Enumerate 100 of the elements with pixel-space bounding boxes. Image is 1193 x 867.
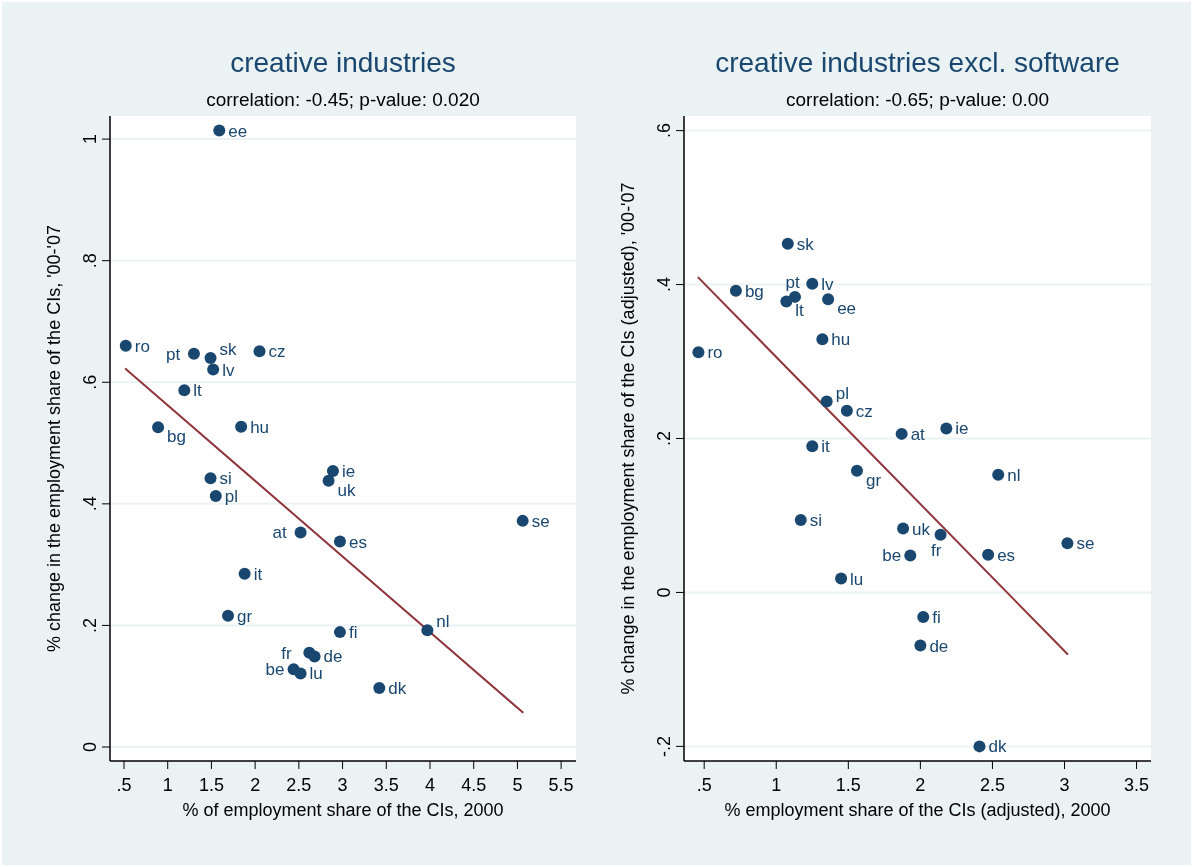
x-tick-label: 1.5	[198, 775, 224, 795]
x-tick-label: .5	[116, 775, 132, 795]
point	[794, 514, 807, 527]
point	[204, 351, 217, 364]
data-label: uk	[912, 519, 931, 539]
point	[895, 427, 908, 440]
point	[897, 522, 910, 535]
data-label: sk	[796, 234, 815, 254]
data-label: ie	[955, 419, 969, 439]
data-label: ro	[707, 343, 723, 363]
x-tick-label: 2.5	[286, 775, 312, 795]
y-tick-label: -.2	[654, 735, 674, 757]
x-tick-label: 3	[337, 775, 348, 795]
point	[780, 295, 793, 308]
y-axis-title: % change in the employment share of the CIs (adjusted), '00-'07	[618, 182, 638, 695]
data-label: si	[809, 511, 823, 531]
data-label: de	[929, 636, 949, 656]
data-label: pt	[165, 344, 181, 364]
data-label: it	[253, 564, 263, 584]
x-tick-label: 3	[1059, 775, 1070, 795]
y-tick-label: .2	[654, 430, 674, 447]
data-label: hu	[250, 417, 270, 437]
x-tick-label: 5.5	[548, 775, 574, 795]
chart-title: creative industries	[230, 47, 456, 78]
point	[692, 346, 705, 359]
point	[516, 514, 529, 527]
y-tick-label: .2	[80, 617, 100, 633]
point	[806, 277, 819, 290]
data-label: gr	[237, 606, 253, 626]
x-tick-label: 3.5	[1124, 775, 1150, 795]
data-label: fr	[281, 643, 293, 663]
data-label: si	[219, 469, 232, 489]
data-label: fr	[931, 540, 942, 560]
x-tick-label: .5	[696, 775, 712, 795]
x-tick-label: 1.5	[835, 775, 861, 795]
y-tick-label: .6	[654, 123, 674, 139]
point	[187, 347, 200, 360]
data-label: dk	[388, 679, 407, 699]
point	[213, 124, 226, 137]
data-label: fi	[348, 623, 358, 643]
point	[333, 535, 346, 548]
data-label: lu	[309, 664, 323, 684]
data-label: hu	[831, 330, 851, 350]
chart-subtitle: correlation: -0.45; p-value: 0.020	[206, 89, 480, 110]
y-tick-label: .6	[80, 374, 100, 390]
data-label: fi	[932, 608, 941, 628]
point	[209, 489, 222, 502]
data-label: ee	[228, 121, 248, 141]
point	[816, 333, 829, 346]
data-label: pt	[785, 272, 800, 292]
data-label: nl	[1007, 465, 1021, 485]
data-label: gr	[865, 470, 882, 490]
data-label: de	[323, 647, 343, 667]
point	[940, 422, 953, 435]
point	[850, 464, 863, 477]
x-tick-label: 4.5	[461, 775, 487, 795]
point	[152, 421, 165, 434]
y-axis-title: % change in the employment share of the CIs, '00-'07	[44, 224, 64, 653]
x-tick-label: 4	[424, 775, 435, 795]
point	[308, 650, 321, 663]
data-label: bg	[167, 427, 187, 447]
data-label: at	[910, 424, 926, 444]
point	[322, 474, 335, 487]
point	[840, 404, 853, 417]
point	[333, 626, 346, 639]
point	[294, 526, 307, 539]
x-axis-title: % of employment share of the CIs, 2000	[182, 800, 504, 820]
x-tick-label: 1	[771, 775, 782, 795]
point	[294, 667, 307, 680]
data-label: es	[348, 532, 367, 552]
data-label: cz	[855, 401, 873, 421]
data-label: at	[272, 523, 288, 543]
x-tick-label: 1	[162, 775, 173, 795]
data-label: be	[882, 546, 902, 566]
data-label: es	[997, 545, 1016, 565]
data-label: pl	[835, 383, 849, 403]
point	[973, 740, 986, 753]
data-label: se	[1076, 534, 1095, 554]
x-tick-label: 2.5	[979, 775, 1005, 795]
y-tick-label: 0	[654, 587, 674, 598]
point	[207, 363, 220, 376]
data-label: lv	[222, 360, 235, 380]
point	[1061, 537, 1074, 550]
y-tick-label: .8	[80, 253, 100, 269]
point	[204, 472, 217, 485]
point	[982, 548, 995, 561]
y-tick-label: 0	[80, 742, 100, 753]
data-label: nl	[436, 612, 450, 632]
point	[222, 609, 235, 622]
point	[326, 465, 339, 478]
chart-title: creative industries excl. software	[715, 47, 1120, 78]
data-label: pl	[224, 486, 239, 506]
point	[235, 420, 248, 433]
data-label: lt	[193, 381, 203, 401]
x-tick-label: 5	[512, 775, 523, 795]
data-label: uk	[337, 480, 357, 500]
data-label: sk	[219, 339, 238, 359]
data-label: ro	[134, 336, 150, 356]
point	[904, 549, 917, 562]
chart-subtitle: correlation: -0.65; p-value: 0.00	[786, 89, 1049, 110]
